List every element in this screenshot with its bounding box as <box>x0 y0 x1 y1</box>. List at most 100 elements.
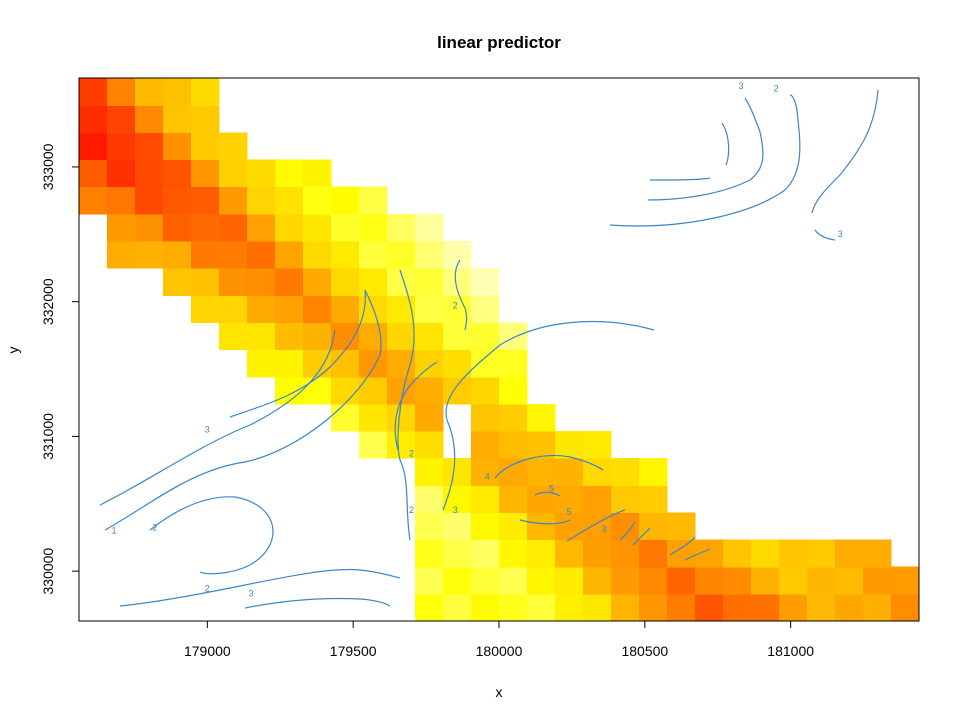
heatmap-cell <box>499 430 528 459</box>
heatmap-cell <box>79 132 108 161</box>
y-tick-label: 330000 <box>40 548 56 595</box>
heatmap-cell <box>443 485 472 514</box>
heatmap-cell <box>667 566 696 595</box>
heatmap-cell <box>611 539 640 568</box>
heatmap-cell <box>751 593 780 621</box>
heatmap-cell <box>359 213 388 242</box>
heatmap-cell <box>303 322 332 351</box>
contour-line <box>229 289 366 418</box>
heatmap-cell <box>275 295 304 323</box>
heatmap-cell <box>219 186 248 215</box>
heatmap-cell <box>471 458 500 486</box>
heatmap-cell <box>331 268 360 296</box>
heatmap-cell <box>303 240 332 269</box>
heatmap-cell <box>891 593 919 621</box>
heatmap-cell <box>163 186 192 215</box>
heatmap-cell <box>471 295 500 323</box>
heatmap-cell <box>135 78 164 106</box>
heatmap-cell <box>135 240 164 269</box>
heatmap-cell <box>499 539 528 568</box>
heatmap-cell <box>79 159 108 188</box>
heatmap-cell <box>303 268 332 296</box>
heatmap-cell <box>247 240 276 269</box>
heatmap-cell <box>639 566 668 595</box>
heatmap-cell <box>527 485 556 514</box>
heatmap-cell <box>723 593 752 621</box>
heatmap-cell <box>163 213 192 242</box>
heatmap-cell <box>667 512 696 541</box>
contour-line <box>609 94 801 227</box>
heatmap-cell <box>723 566 752 595</box>
heatmap-cell <box>191 295 220 323</box>
heatmap-cell <box>359 349 388 378</box>
heatmap-cell <box>555 458 584 486</box>
heatmap-cell <box>163 78 192 106</box>
heatmap-cell <box>219 322 248 351</box>
contour-label: 2 <box>205 583 210 593</box>
heatmap-cell <box>443 349 472 378</box>
heatmap-cell <box>303 186 332 215</box>
heatmap-cell <box>107 159 136 188</box>
heatmap-cell <box>583 512 612 541</box>
contour-label: 1 <box>111 525 116 535</box>
x-tick-label: 179500 <box>330 643 377 659</box>
heatmap-cell <box>583 566 612 595</box>
y-tick-label: 331000 <box>40 413 56 460</box>
heatmap-cell <box>443 322 472 351</box>
heatmap-cell <box>835 593 864 621</box>
heatmap-cell <box>79 186 108 215</box>
heatmap-cell <box>331 295 360 323</box>
heatmap-cell <box>863 593 892 621</box>
heatmap-cell <box>863 566 892 595</box>
contour-label: 5 <box>549 484 554 494</box>
heatmap-cell <box>779 593 808 621</box>
heatmap-cell <box>219 159 248 188</box>
heatmap-cell <box>331 186 360 215</box>
heatmap-cell <box>191 159 220 188</box>
heatmap-cell <box>331 240 360 269</box>
heatmap-cell <box>275 376 304 405</box>
heatmap-cell <box>359 322 388 351</box>
heatmap-cell <box>219 240 248 269</box>
heatmap-cell <box>415 485 444 514</box>
heatmap-cell <box>359 186 388 215</box>
heatmap-cell <box>499 512 528 541</box>
heatmap-cell <box>863 539 892 568</box>
heatmap-cell <box>191 186 220 215</box>
contour-lines <box>99 89 879 609</box>
heatmap-cell <box>751 539 780 568</box>
heatmap-cell <box>639 485 668 514</box>
heatmap-cell <box>639 458 668 486</box>
heatmap-cell <box>191 268 220 296</box>
heatmap-cell <box>527 430 556 459</box>
heatmap-cell <box>555 539 584 568</box>
contour-line <box>394 361 438 451</box>
contour-label: 2 <box>409 505 414 515</box>
heatmap-cell <box>163 105 192 133</box>
heatmap-cell <box>135 132 164 161</box>
heatmap-cell <box>191 132 220 161</box>
heatmap-cell <box>387 403 416 432</box>
contour-line <box>119 568 401 607</box>
contour-label: 3 <box>838 229 843 239</box>
contour-label: 3 <box>739 81 744 91</box>
heatmap-cell <box>415 349 444 378</box>
heatmap-cell <box>303 159 332 188</box>
heatmap-cell <box>443 512 472 541</box>
contour-line <box>244 597 391 609</box>
heatmap-cell <box>275 322 304 351</box>
heatmap-cell <box>107 186 136 215</box>
heatmap-cell <box>247 159 276 188</box>
heatmap-cell <box>219 213 248 242</box>
heatmap-cell <box>471 485 500 514</box>
heatmap-cell <box>443 539 472 568</box>
contour-labels: 1 2 3 2 3 2 2 3 2 4 5 5 3 3 2 3 <box>111 81 842 599</box>
heatmap-cell <box>303 213 332 242</box>
heatmap-cell <box>415 458 444 486</box>
heatmap-cell <box>191 240 220 269</box>
x-axis: 179000 179500 180000 180500 181000 <box>184 620 814 659</box>
heatmap-cell <box>163 268 192 296</box>
heatmap-cell <box>219 268 248 296</box>
heatmap-cell <box>415 403 444 432</box>
